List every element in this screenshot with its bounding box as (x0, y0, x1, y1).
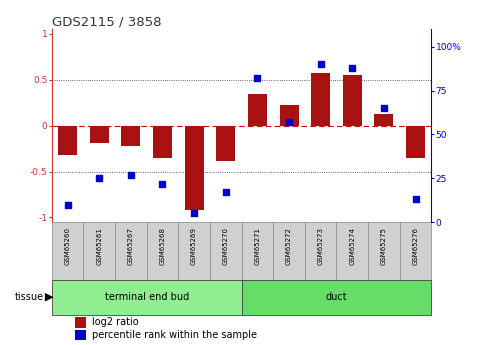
Bar (115, 222, 147, 280)
Point (253, 76, 261, 81)
Point (349, 65, 356, 71)
Text: GSM65268: GSM65268 (159, 227, 166, 265)
Point (127, 172, 135, 178)
Text: percentile rank within the sample: percentile rank within the sample (92, 330, 257, 340)
Text: duct: duct (326, 292, 347, 302)
Bar (153, 126, 172, 158)
Bar (52, 222, 83, 280)
Bar (375, 114, 393, 126)
Bar (83, 222, 115, 280)
Bar (311, 73, 330, 126)
Bar (147, 222, 178, 280)
Bar (74, 330, 86, 340)
Point (222, 189, 230, 195)
Text: GSM65261: GSM65261 (96, 227, 102, 265)
Text: GSM65260: GSM65260 (65, 227, 70, 265)
Text: GSM65273: GSM65273 (317, 227, 324, 265)
Bar (52, 280, 242, 315)
Point (285, 119, 293, 125)
Bar (184, 126, 204, 210)
Text: GSM65274: GSM65274 (349, 227, 355, 265)
Text: GSM65272: GSM65272 (286, 227, 292, 265)
Point (412, 197, 420, 202)
Bar (273, 222, 305, 280)
Bar (343, 75, 362, 126)
Point (190, 210, 198, 216)
Text: log2 ratio: log2 ratio (92, 317, 138, 327)
Text: GSM65270: GSM65270 (223, 227, 229, 265)
Text: GSM65275: GSM65275 (381, 227, 387, 265)
Bar (178, 222, 210, 280)
Point (95, 176, 103, 181)
Bar (305, 222, 336, 280)
Bar (242, 222, 273, 280)
Text: GSM65267: GSM65267 (128, 227, 134, 265)
Text: GSM65271: GSM65271 (254, 227, 260, 265)
Bar (210, 222, 242, 280)
Point (380, 106, 388, 111)
Text: GDS2115 / 3858: GDS2115 / 3858 (52, 15, 161, 28)
Point (317, 62, 324, 67)
Text: GSM65269: GSM65269 (191, 227, 197, 265)
Text: GSM65276: GSM65276 (413, 227, 419, 265)
Bar (58, 126, 77, 155)
Bar (121, 126, 141, 146)
Bar (242, 280, 431, 315)
Bar (248, 93, 267, 126)
Point (159, 181, 167, 186)
Bar (280, 106, 299, 126)
Point (64, 202, 71, 207)
Text: terminal end bud: terminal end bud (105, 292, 189, 302)
Bar (336, 222, 368, 280)
Bar (74, 317, 86, 327)
Bar (216, 126, 235, 160)
Bar (368, 222, 400, 280)
Bar (90, 126, 108, 143)
Bar (400, 222, 431, 280)
Bar (406, 126, 425, 158)
Text: tissue: tissue (15, 292, 44, 302)
